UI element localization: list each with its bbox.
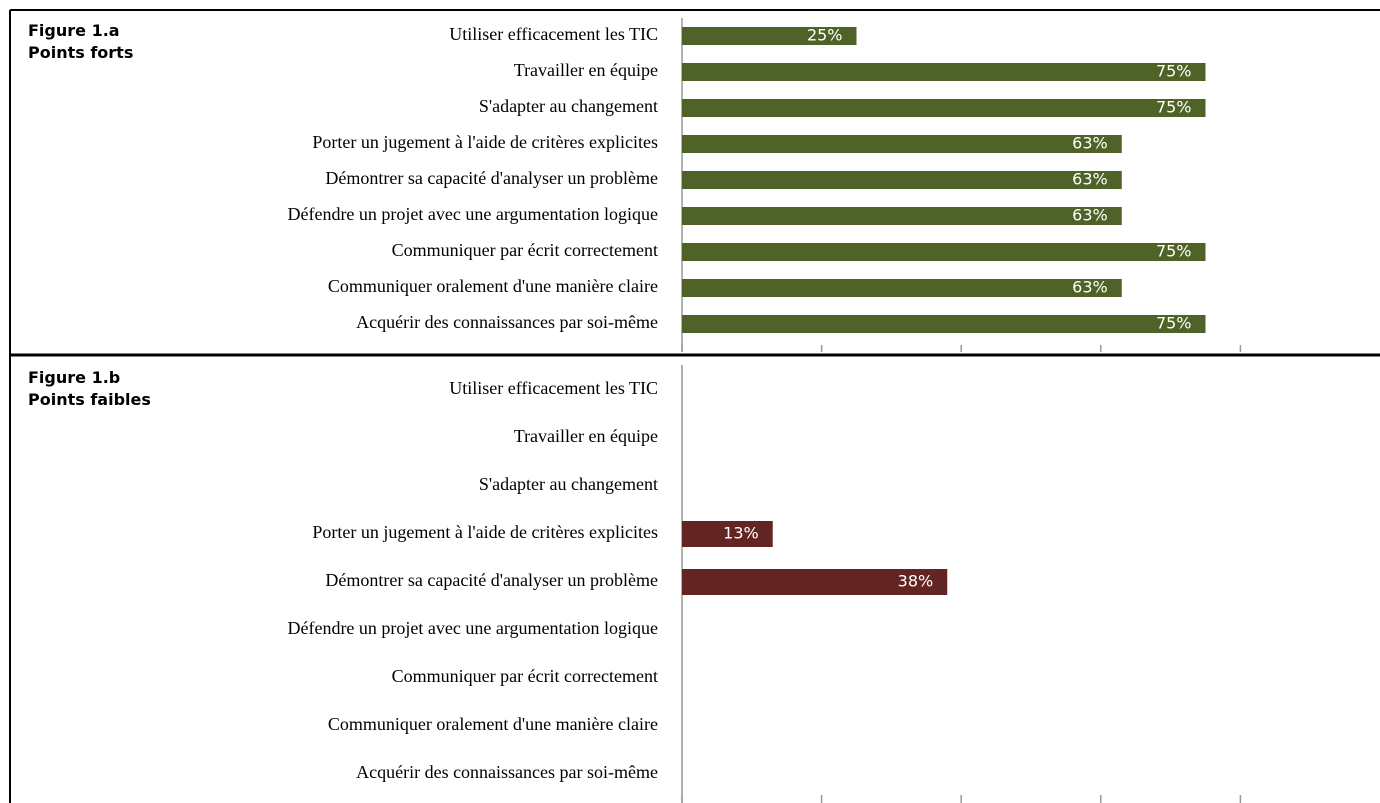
chart-subtitle: Points forts — [28, 43, 133, 62]
category-label: Acquérir des connaissances par soi-même — [356, 312, 658, 332]
bar — [682, 279, 1122, 297]
bar — [682, 27, 857, 45]
value-label: 63% — [1072, 170, 1108, 189]
bar — [682, 63, 1206, 81]
category-label: S'adapter au changement — [479, 474, 658, 494]
category-label: Communiquer oralement d'une manière clai… — [328, 714, 658, 734]
bar — [682, 207, 1122, 225]
bar — [682, 521, 773, 547]
value-label: 75% — [1156, 62, 1192, 81]
category-label: Défendre un projet avec une argumentatio… — [287, 204, 658, 224]
category-label: Communiquer oralement d'une manière clai… — [328, 276, 658, 296]
category-label: Travailler en équipe — [514, 426, 658, 446]
bar — [682, 569, 948, 595]
value-label: 75% — [1156, 314, 1192, 333]
category-label: Utiliser efficacement les TIC — [449, 24, 658, 44]
category-label: Défendre un projet avec une argumentatio… — [287, 618, 658, 638]
category-label: Acquérir des connaissances par soi-même — [356, 762, 658, 782]
chart-subtitle: Points faibles — [28, 390, 151, 409]
chart-title: Figure 1.a — [28, 21, 120, 40]
bar — [682, 99, 1206, 117]
category-label: Démontrer sa capacité d'analyser un prob… — [325, 168, 658, 188]
value-label: 63% — [1072, 206, 1108, 225]
value-label: 38% — [898, 572, 934, 591]
value-label: 63% — [1072, 278, 1108, 297]
category-label: Démontrer sa capacité d'analyser un prob… — [325, 570, 658, 590]
category-label: Communiquer par écrit correctement — [392, 240, 658, 260]
category-label: Utiliser efficacement les TIC — [449, 378, 658, 398]
bar — [682, 315, 1206, 333]
value-label: 75% — [1156, 242, 1192, 261]
bar — [682, 171, 1122, 189]
category-label: Travailler en équipe — [514, 60, 658, 80]
value-label: 75% — [1156, 98, 1192, 117]
value-label: 63% — [1072, 134, 1108, 153]
chart-title: Figure 1.b — [28, 368, 120, 387]
value-label: 25% — [807, 26, 843, 45]
category-label: Porter un jugement à l'aide de critères … — [312, 132, 658, 152]
bar — [682, 135, 1122, 153]
category-label: Communiquer par écrit correctement — [392, 666, 658, 686]
value-label: 13% — [723, 524, 759, 543]
bar — [682, 243, 1206, 261]
category-label: S'adapter au changement — [479, 96, 658, 116]
category-label: Porter un jugement à l'aide de critères … — [312, 522, 658, 542]
